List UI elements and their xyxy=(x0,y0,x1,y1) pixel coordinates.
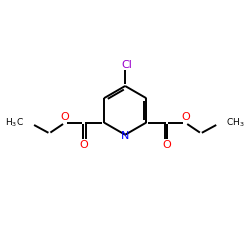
Text: O: O xyxy=(162,140,171,149)
Text: N: N xyxy=(121,131,129,141)
Text: Cl: Cl xyxy=(121,60,132,70)
Text: O: O xyxy=(79,140,88,149)
Text: O: O xyxy=(61,112,70,122)
Text: O: O xyxy=(181,112,190,122)
Text: CH$_3$: CH$_3$ xyxy=(226,116,245,128)
Text: H$_3$C: H$_3$C xyxy=(5,116,24,128)
